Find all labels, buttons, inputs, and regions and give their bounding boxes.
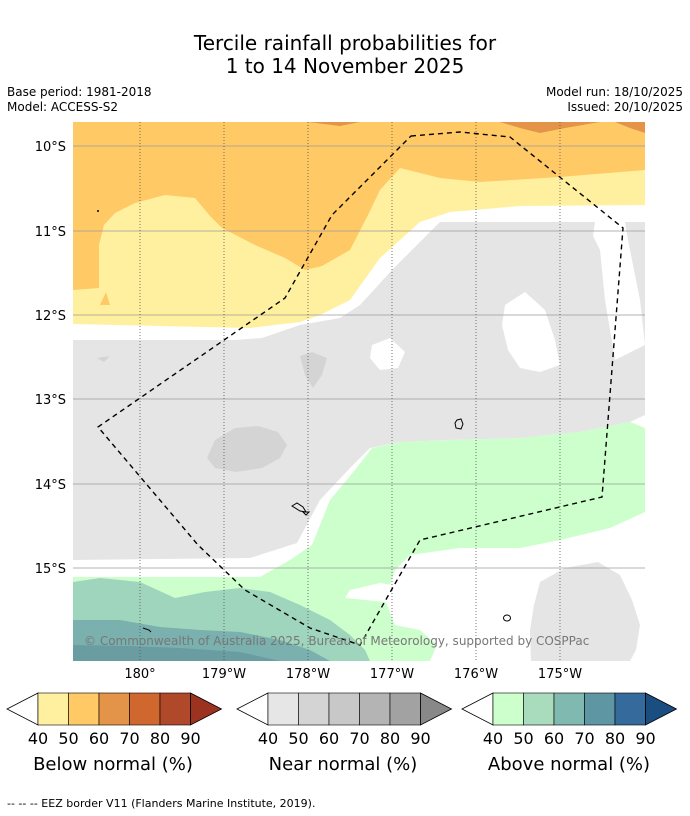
near-tick-90: 90 [410,729,430,748]
copyright-text: © Commonwealth of Australia 2025, Bureau… [84,634,589,648]
lat-labels: 10°S 11°S 12°S 13°S 14°S 15°S [35,140,66,577]
region-below-60-c [308,122,360,126]
region-white-hole-1 [502,292,560,372]
region-below-60-b [615,122,645,133]
island-2 [291,502,307,513]
lon-label-179w: 179°W [202,667,246,682]
lon-label-180: 180° [124,667,155,682]
island-3 [301,511,311,516]
near-swatch-80 [389,692,421,726]
near-tick-60: 60 [319,729,339,748]
base-period: Base period: 1981-2018 [7,85,152,99]
lat-label-13s: 13°S [35,393,66,408]
map-panel: © Commonwealth of Australia 2025, Bureau… [73,122,645,661]
region-near-50-c [97,356,110,362]
below-swatch-80 [159,692,191,726]
region-below-50-patch [100,292,110,305]
above-swatch-90-plus [645,692,678,726]
meta-right: Model run: 18/10/2025 Issued: 20/10/2025 [546,85,683,115]
island-5 [142,627,152,633]
map-title: Tercile rainfall probabilities for 1 to … [0,32,690,78]
region-near-50-a [207,426,287,472]
issued-date: Issued: 20/10/2025 [567,100,683,114]
above-swatch-40 [492,692,524,726]
region-white-hole-2 [370,338,405,370]
above-below-40-swatch [461,692,494,726]
near-below-40-swatch [236,692,269,726]
below-swatch-90-plus [190,692,223,726]
above-swatch-50 [523,692,555,726]
region-near-50-b [300,352,327,388]
near-tick-70: 70 [349,729,369,748]
region-below-50 [73,122,645,290]
below-swatch-40 [37,692,69,726]
eez-footnote: -- -- -- EEZ border V11 (Flanders Marine… [7,797,316,810]
above-tick-60: 60 [544,729,564,748]
region-below-60-a [500,122,600,133]
lon-labels: 180° 179°W 178°W 177°W 176°W 175°W [124,667,582,682]
lon-label-176w: 176°W [454,667,498,682]
near-normal-label: Near normal (%) [269,754,418,775]
below-tick-80: 80 [150,729,170,748]
above-tick-50: 50 [513,729,533,748]
island-6 [97,210,99,212]
colorbar-below: 40 50 60 70 80 90 [6,692,223,748]
above-normal-label: Above normal (%) [488,754,650,775]
below-tick-50: 50 [58,729,78,748]
lon-label-175w: 175°W [538,667,582,682]
above-swatch-80 [614,692,646,726]
near-swatch-50 [298,692,330,726]
lat-label-14s: 14°S [35,478,66,493]
below-tick-40: 40 [28,729,48,748]
below-tick-90: 90 [180,729,200,748]
lon-label-178w: 178°W [286,667,330,682]
near-swatch-90-plus [420,692,453,726]
near-swatch-70 [359,692,391,726]
below-tick-60: 60 [89,729,109,748]
near-tick-80: 80 [380,729,400,748]
above-tick-70: 70 [574,729,594,748]
region-white-hole-3 [593,222,645,360]
meta-left: Base period: 1981-2018 Model: ACCESS-S2 [7,85,152,115]
region-above-70 [73,645,280,661]
above-tick-40: 40 [483,729,503,748]
lat-label-10s: 10°S [35,140,66,155]
near-swatch-60 [328,692,360,726]
island-4 [503,614,511,622]
above-swatch-70 [584,692,616,726]
near-swatch-40 [267,692,299,726]
above-tick-80: 80 [605,729,625,748]
below-below-40-swatch [6,692,39,726]
lat-gridlines [73,145,645,569]
lon-label-177w: 177°W [370,667,414,682]
near-tick-40: 40 [258,729,278,748]
above-swatch-60 [553,692,585,726]
region-near-40 [73,222,645,560]
model-run: Model run: 18/10/2025 [545,85,683,99]
below-swatch-50 [68,692,100,726]
title-line-2: 1 to 14 November 2025 [225,54,465,78]
title-line-1: Tercile rainfall probabilities for [193,31,497,55]
below-swatch-60 [98,692,130,726]
below-tick-70: 70 [119,729,139,748]
below-swatch-70 [129,692,161,726]
region-above-40 [255,422,645,661]
region-white-patch [345,583,420,603]
lat-label-12s: 12°S [35,309,66,324]
model-name: Model: ACCESS-S2 [7,100,119,114]
colorbar-near: 40 50 60 70 80 90 [236,692,453,748]
below-normal-label: Below normal (%) [33,754,193,775]
above-tick-90: 90 [635,729,655,748]
island-1 [454,418,464,430]
region-near-40-se [530,562,640,661]
lat-label-11s: 11°S [35,225,66,240]
eez-border [96,131,624,646]
colorbar-above: 40 50 60 70 80 90 [461,692,678,748]
near-tick-50: 50 [288,729,308,748]
lat-label-15s: 15°S [35,562,66,577]
